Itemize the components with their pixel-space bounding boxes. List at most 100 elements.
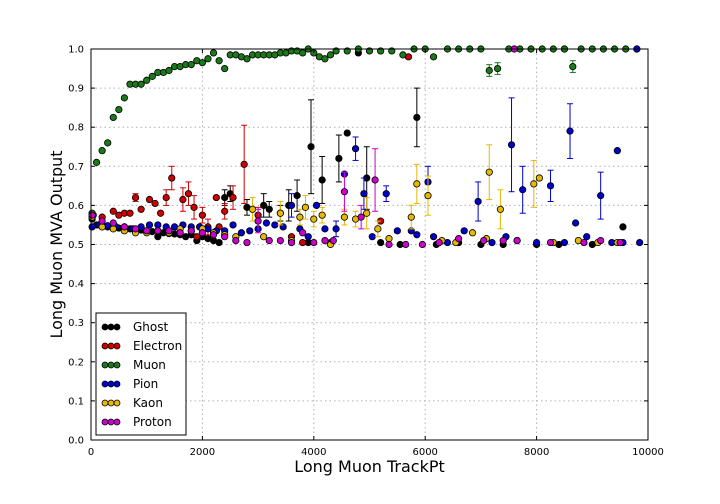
data-point <box>221 64 229 73</box>
data-point <box>168 174 176 182</box>
legend-marker <box>113 342 121 350</box>
data-point <box>237 229 245 237</box>
data-point <box>198 229 206 237</box>
data-point <box>260 233 268 241</box>
data-point <box>187 61 195 69</box>
data-point <box>221 233 229 241</box>
y-tick-label: 1.0 <box>68 45 84 56</box>
data-point <box>413 231 421 239</box>
data-point <box>393 227 401 235</box>
data-point <box>184 190 193 198</box>
x-tick-label: 4000 <box>301 447 326 458</box>
data-point <box>254 217 262 225</box>
legend-marker <box>101 399 109 407</box>
legend-marker <box>107 323 115 331</box>
data-point <box>265 205 273 213</box>
data-point <box>546 182 555 190</box>
data-point <box>209 231 218 239</box>
legend-marker <box>113 380 121 388</box>
data-point <box>569 62 577 71</box>
data-point <box>460 227 468 235</box>
data-point <box>98 217 106 225</box>
data-point <box>413 113 421 122</box>
legend-marker <box>101 361 109 369</box>
data-point <box>145 221 154 229</box>
data-point <box>368 233 376 241</box>
data-point <box>429 233 438 241</box>
data-point <box>265 236 273 245</box>
data-point <box>485 66 493 75</box>
legend-label: Kaon <box>133 396 163 410</box>
data-point <box>616 238 624 247</box>
data-point <box>92 158 101 166</box>
legend-marker <box>101 418 109 426</box>
data-point <box>321 225 329 233</box>
data-point <box>215 57 223 65</box>
data-point <box>271 221 279 229</box>
data-point <box>209 49 218 57</box>
data-point <box>109 225 117 233</box>
data-point <box>221 193 229 202</box>
data-point <box>232 236 240 245</box>
data-point <box>613 147 621 155</box>
data-point <box>340 213 349 221</box>
data-point <box>240 160 248 168</box>
y-tick-label: 0.9 <box>68 84 84 95</box>
data-point <box>88 211 96 219</box>
data-point <box>98 223 106 231</box>
data-point <box>402 240 410 249</box>
data-point <box>435 238 443 247</box>
y-tick-label: 0.8 <box>68 123 84 134</box>
data-point <box>229 221 237 229</box>
data-point <box>335 154 343 163</box>
data-point <box>131 225 140 233</box>
data-point <box>494 64 502 73</box>
data-point <box>321 55 329 63</box>
data-point <box>109 207 117 215</box>
x-tick-label: 10000 <box>632 447 664 458</box>
data-point <box>137 205 145 213</box>
y-tick-label: 0.6 <box>68 201 84 212</box>
legend-label: Ghost <box>133 320 168 334</box>
legend-marker <box>113 323 121 331</box>
data-point <box>246 227 254 235</box>
data-point <box>301 203 310 211</box>
data-point <box>126 209 134 217</box>
data-point <box>287 238 296 247</box>
data-point <box>382 190 390 198</box>
data-point <box>532 238 541 247</box>
data-point <box>148 72 156 80</box>
data-point <box>566 127 574 135</box>
data-point <box>276 209 284 217</box>
legend-marker <box>107 399 115 407</box>
legend-item-electron: Electron <box>101 339 182 353</box>
data-point <box>109 219 117 227</box>
data-point <box>619 223 627 231</box>
legend-marker <box>101 380 109 388</box>
x-tick-label: 8000 <box>524 447 549 458</box>
data-point <box>363 209 371 217</box>
data-point <box>485 168 493 176</box>
data-point <box>176 229 184 237</box>
data-point <box>418 240 427 249</box>
y-tick-label: 0.4 <box>68 279 84 290</box>
legend-box <box>95 312 187 436</box>
legend-label: Proton <box>133 415 172 429</box>
data-point <box>198 59 206 67</box>
data-point <box>329 236 337 245</box>
data-point <box>371 176 379 184</box>
data-point <box>407 213 415 221</box>
data-point <box>318 176 326 184</box>
data-point <box>321 236 329 245</box>
data-point <box>343 129 351 137</box>
data-point <box>307 143 315 151</box>
data-point <box>513 236 521 245</box>
data-point <box>221 207 229 215</box>
data-point <box>385 240 393 249</box>
data-point <box>385 235 393 243</box>
data-point <box>304 233 312 241</box>
data-point <box>488 238 496 247</box>
data-point <box>597 192 605 200</box>
legend-label: Electron <box>133 339 182 353</box>
x-tick-label: 6000 <box>412 447 437 458</box>
